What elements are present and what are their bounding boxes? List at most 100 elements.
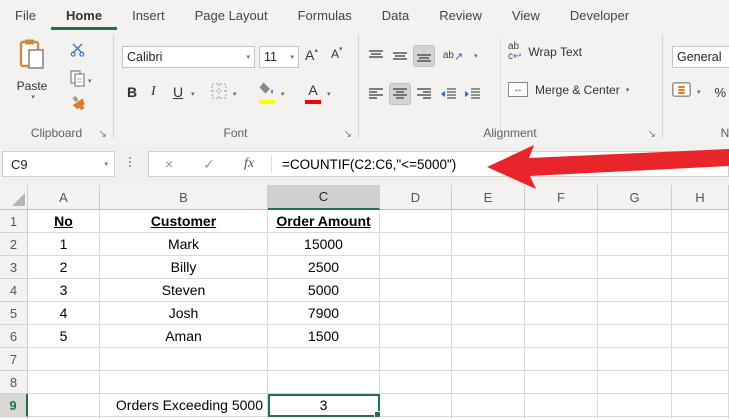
- cell-c4[interactable]: 5000: [268, 279, 380, 302]
- select-all-button[interactable]: [0, 185, 28, 210]
- cell[interactable]: [598, 325, 672, 348]
- cell-a7[interactable]: [28, 348, 100, 371]
- tab-file[interactable]: File: [15, 7, 36, 23]
- align-center-button[interactable]: [389, 83, 411, 105]
- cell[interactable]: [598, 348, 672, 371]
- cell[interactable]: [525, 256, 598, 279]
- cell[interactable]: [525, 371, 598, 394]
- underline-button[interactable]: U: [173, 84, 184, 100]
- cell[interactable]: [380, 233, 452, 256]
- cell-a8[interactable]: [28, 371, 100, 394]
- cell[interactable]: [525, 302, 598, 325]
- enter-icon[interactable]: ✓: [203, 155, 215, 172]
- merge-center-button[interactable]: ↔ Merge & Center ▾: [508, 82, 629, 97]
- format-painter-button[interactable]: [70, 95, 87, 117]
- shrink-font-button[interactable]: A ▾: [331, 46, 343, 61]
- cell-a4[interactable]: 3: [28, 279, 100, 302]
- cell[interactable]: [598, 279, 672, 302]
- cell[interactable]: [525, 394, 598, 417]
- cell[interactable]: [452, 325, 525, 348]
- align-right-button[interactable]: [414, 84, 434, 104]
- cell[interactable]: [452, 348, 525, 371]
- cell[interactable]: [380, 394, 452, 417]
- cell[interactable]: [452, 233, 525, 256]
- cell-c8[interactable]: [268, 371, 380, 394]
- cell-b5[interactable]: Josh: [100, 302, 268, 325]
- column-header-f[interactable]: F: [525, 185, 598, 210]
- cell[interactable]: [598, 256, 672, 279]
- cell-a2[interactable]: 1: [28, 233, 100, 256]
- cell[interactable]: [380, 417, 452, 419]
- bold-button[interactable]: B: [127, 84, 138, 100]
- cell-b2[interactable]: Mark: [100, 233, 268, 256]
- tab-formulas[interactable]: Formulas: [297, 7, 352, 23]
- cell[interactable]: [380, 256, 452, 279]
- cell[interactable]: [672, 279, 729, 302]
- tab-insert[interactable]: Insert: [132, 7, 165, 23]
- cell[interactable]: [672, 325, 729, 348]
- font-name-select[interactable]: Calibri ▾: [122, 46, 255, 68]
- cell[interactable]: [598, 210, 672, 233]
- insert-function-icon[interactable]: fx: [243, 156, 255, 171]
- fill-handle[interactable]: [374, 411, 381, 418]
- cell-c1[interactable]: Order Amount: [268, 210, 380, 233]
- clipboard-dialog-launcher-icon[interactable]: ↘: [98, 129, 107, 140]
- grow-font-button[interactable]: A ▴: [305, 47, 318, 63]
- accounting-format-button[interactable]: ▾ %: [672, 82, 726, 102]
- cell[interactable]: [452, 394, 525, 417]
- align-left-button[interactable]: [366, 84, 386, 104]
- cell[interactable]: [598, 302, 672, 325]
- percent-style-button[interactable]: %: [714, 84, 727, 100]
- row-header-6[interactable]: 6: [0, 325, 28, 348]
- column-header-a[interactable]: A: [28, 185, 100, 210]
- cell[interactable]: [525, 279, 598, 302]
- cell[interactable]: [672, 256, 729, 279]
- cell-c3[interactable]: 2500: [268, 256, 380, 279]
- cell[interactable]: [598, 233, 672, 256]
- cell[interactable]: [452, 279, 525, 302]
- cell[interactable]: [672, 348, 729, 371]
- row-header-2[interactable]: 2: [0, 233, 28, 256]
- row-header-10[interactable]: [0, 417, 28, 419]
- cell[interactable]: [380, 371, 452, 394]
- cell[interactable]: [525, 325, 598, 348]
- cell[interactable]: [598, 394, 672, 417]
- orientation-button[interactable]: ab ↗: [438, 46, 468, 66]
- column-header-g[interactable]: G: [598, 185, 672, 210]
- tab-home[interactable]: Home: [50, 0, 118, 30]
- cancel-icon[interactable]: ×: [164, 156, 174, 172]
- column-header-d[interactable]: D: [380, 185, 452, 210]
- cell[interactable]: [525, 210, 598, 233]
- cell[interactable]: [380, 348, 452, 371]
- cell-a1[interactable]: No: [28, 210, 100, 233]
- cell-c7[interactable]: [268, 348, 380, 371]
- cell[interactable]: [672, 394, 729, 417]
- row-header-3[interactable]: 3: [0, 256, 28, 279]
- borders-button[interactable]: [211, 83, 227, 102]
- copy-button[interactable]: ▾: [70, 70, 92, 92]
- cell-a6[interactable]: 5: [28, 325, 100, 348]
- cell-b3[interactable]: Billy: [100, 256, 268, 279]
- cell-b7[interactable]: [100, 348, 268, 371]
- cell-a5[interactable]: 4: [28, 302, 100, 325]
- cell[interactable]: [672, 302, 729, 325]
- cell[interactable]: [380, 302, 452, 325]
- cell-b1[interactable]: Customer: [100, 210, 268, 233]
- alignment-dialog-launcher-icon[interactable]: ↘: [647, 129, 656, 140]
- number-format-select[interactable]: General: [672, 46, 729, 68]
- cut-button[interactable]: [70, 42, 85, 62]
- font-dialog-launcher-icon[interactable]: ↘: [343, 129, 352, 140]
- cell-c6[interactable]: 1500: [268, 325, 380, 348]
- cell[interactable]: [452, 210, 525, 233]
- cell-a3[interactable]: 2: [28, 256, 100, 279]
- column-header-h[interactable]: H: [672, 185, 729, 210]
- align-bottom-button[interactable]: [413, 45, 435, 67]
- tab-data[interactable]: Data: [381, 7, 410, 23]
- cell[interactable]: [672, 233, 729, 256]
- cell[interactable]: [598, 417, 672, 419]
- tab-page-layout[interactable]: Page Layout: [194, 7, 268, 23]
- cell[interactable]: [525, 348, 598, 371]
- name-box[interactable]: C9 ▾: [2, 151, 115, 177]
- tab-review[interactable]: Review: [439, 7, 482, 23]
- formula-bar-resizer[interactable]: [129, 157, 131, 167]
